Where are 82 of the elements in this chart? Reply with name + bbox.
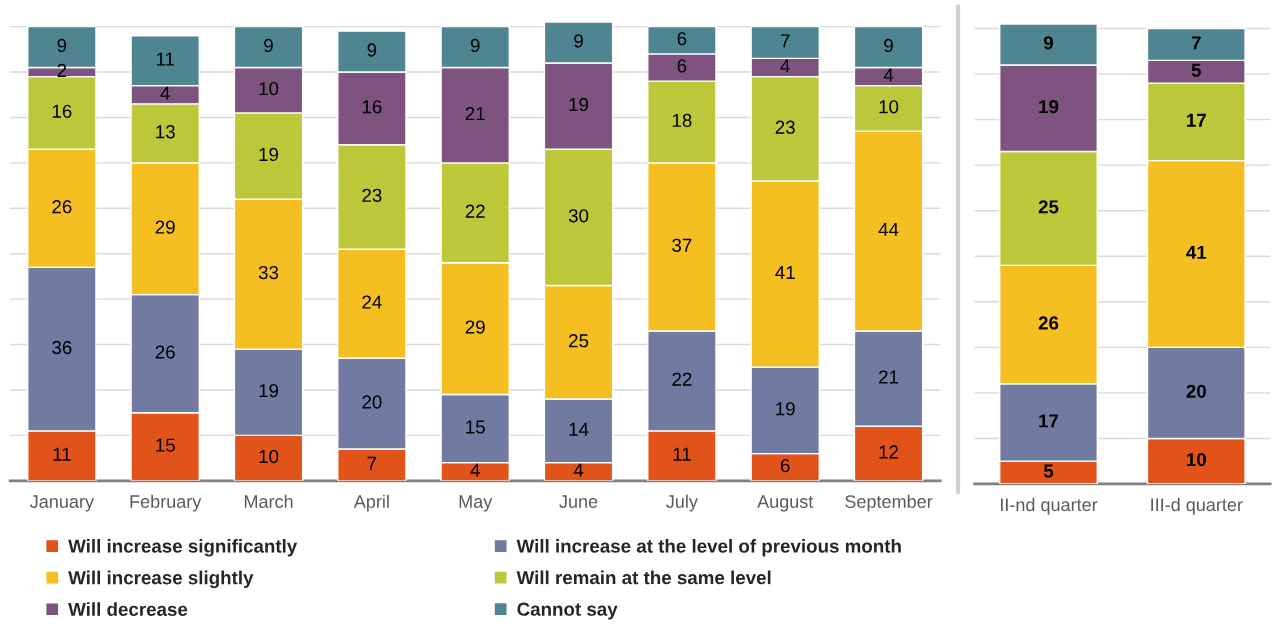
data-label: 10 — [879, 100, 899, 114]
data-label: 4 — [883, 68, 894, 82]
data-label: 4 — [780, 59, 790, 73]
x-tick-label: January — [30, 495, 94, 512]
data-label: 17 — [1187, 113, 1206, 127]
data-label: 16 — [52, 104, 72, 118]
data-label: 37 — [672, 238, 692, 252]
data-label: 19 — [776, 402, 795, 416]
data-label: 24 — [362, 295, 382, 309]
x-tick-label: III-d quarter — [1151, 497, 1243, 515]
x-tick-label: II-nd quarter — [1001, 497, 1098, 515]
data-label: 22 — [672, 372, 692, 386]
legend-label: Will increase at the level of previous month — [516, 538, 901, 557]
data-label: 20 — [1186, 384, 1206, 398]
data-label: 15 — [156, 438, 175, 452]
data-label: 25 — [569, 334, 589, 348]
data-label: 19 — [1039, 99, 1059, 114]
data-label: 18 — [672, 113, 692, 128]
data-label: 26 — [1038, 316, 1059, 330]
x-tick-label: July — [666, 494, 698, 512]
data-label: 6 — [780, 458, 790, 473]
data-label: 19 — [259, 147, 279, 162]
data-label: 9 — [367, 43, 377, 57]
data-label: 13 — [156, 125, 175, 139]
data-label: 10 — [259, 81, 279, 96]
x-tick-label: June — [559, 495, 598, 508]
data-label: 41 — [775, 266, 795, 280]
data-label: 5 — [1191, 63, 1201, 77]
data-label: 44 — [878, 222, 899, 236]
data-label: 20 — [362, 395, 382, 409]
x-tick-label: February — [130, 494, 202, 512]
data-label: 5 — [1043, 464, 1054, 478]
x-tick-label: September — [845, 494, 933, 512]
data-label: 9 — [884, 38, 893, 53]
data-label: 23 — [362, 188, 382, 202]
data-label: 10 — [1187, 452, 1206, 467]
data-label: 23 — [775, 120, 795, 134]
data-label: 4 — [573, 463, 584, 477]
x-tick-label: May — [459, 495, 493, 512]
data-label: 33 — [258, 265, 279, 280]
data-label: 19 — [259, 384, 279, 398]
data-label: 29 — [155, 220, 175, 234]
data-label: 11 — [53, 447, 71, 461]
data-label: 4 — [470, 463, 480, 477]
data-label: 21 — [465, 106, 485, 121]
x-tick-label: March — [244, 494, 293, 508]
data-label: 9 — [470, 38, 480, 53]
data-label: 15 — [466, 420, 485, 434]
legend-label: Will decrease — [68, 602, 188, 616]
data-label: 36 — [52, 340, 72, 355]
data-label: 7 — [1191, 36, 1201, 50]
data-label: 26 — [155, 345, 175, 359]
x-tick-label: April — [353, 494, 389, 512]
data-label: 12 — [879, 445, 899, 459]
data-label: 25 — [1038, 200, 1059, 214]
legend-label: Will remain at the same level — [516, 570, 771, 585]
data-label: 30 — [568, 209, 589, 223]
data-label: 11 — [156, 52, 175, 66]
data-label: 9 — [57, 38, 67, 53]
data-label: 7 — [367, 456, 377, 470]
data-label: 9 — [574, 34, 583, 48]
data-label: 17 — [1039, 414, 1059, 428]
data-label: 22 — [465, 204, 485, 218]
data-label: 19 — [569, 97, 589, 112]
data-label: 4 — [160, 86, 170, 100]
data-label: 41 — [1186, 245, 1207, 259]
data-label: 6 — [677, 32, 687, 46]
legend-label: Cannot say — [517, 602, 618, 620]
legend-label: Will increase significantly — [68, 538, 298, 557]
x-tick-label: August — [757, 495, 814, 512]
data-label: 16 — [362, 100, 382, 114]
data-label: 11 — [673, 447, 691, 461]
data-label: 9 — [1043, 36, 1054, 50]
data-label: 21 — [879, 370, 899, 384]
data-label: 10 — [259, 449, 279, 464]
data-label: 14 — [569, 422, 589, 436]
data-label: 29 — [465, 320, 485, 334]
data-label: 26 — [52, 200, 72, 214]
legend-label: Will increase slightly — [68, 570, 254, 589]
data-label: 9 — [264, 38, 273, 53]
data-label: 6 — [677, 59, 687, 73]
data-label: 7 — [780, 34, 790, 48]
